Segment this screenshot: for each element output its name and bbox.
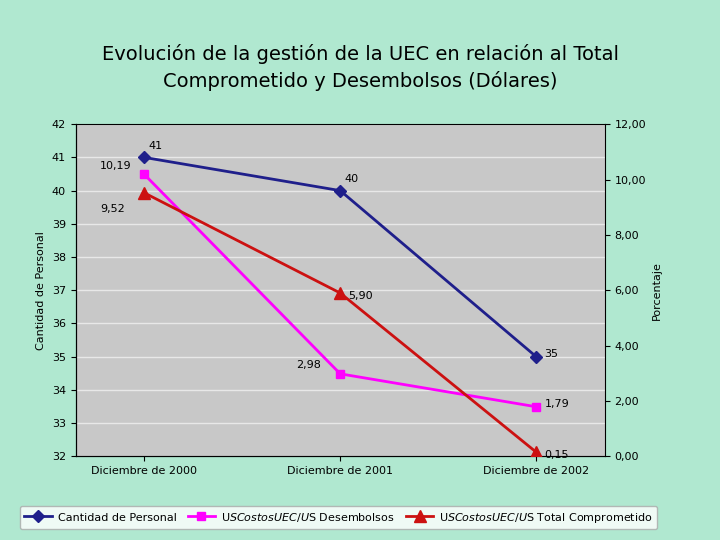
Text: 0,15: 0,15: [544, 450, 569, 460]
U$S Costos UEC / U$S Total Comprometido: [532, 449, 541, 455]
Cantidad de Personal: [336, 187, 344, 194]
Line: U$SCostos UEC / U$S Desembolsos: U$SCostos UEC / U$S Desembolsos: [140, 170, 541, 411]
Text: 5,90: 5,90: [348, 291, 373, 301]
Text: 1,79: 1,79: [544, 399, 570, 409]
U$SCostos UEC / U$S Desembolsos: [532, 403, 541, 410]
U$SCostos UEC / U$S Desembolsos: [336, 370, 344, 377]
Cantidad de Personal: [140, 154, 148, 160]
Text: 2,98: 2,98: [296, 360, 320, 370]
U$S Costos UEC / U$S Total Comprometido: [140, 190, 148, 196]
U$S Costos UEC / U$S Total Comprometido: [336, 290, 344, 296]
Y-axis label: Porcentaje: Porcentaje: [652, 261, 662, 320]
Text: 35: 35: [544, 349, 559, 359]
Legend: Cantidad de Personal, U$SCostos UEC / U$S Desembolsos, U$S Costos UEC / U$S Tota: Cantidad de Personal, U$SCostos UEC / U$…: [19, 506, 657, 529]
Cantidad de Personal: [532, 353, 541, 360]
Text: 40: 40: [344, 174, 359, 184]
Text: 9,52: 9,52: [100, 204, 125, 214]
Text: 41: 41: [148, 141, 163, 151]
Text: 10,19: 10,19: [100, 161, 131, 171]
Y-axis label: Cantidad de Personal: Cantidad de Personal: [36, 231, 46, 350]
Text: Evolución de la gestión de la UEC en relación al Total
Comprometido y Desembolso: Evolución de la gestión de la UEC en rel…: [102, 44, 618, 91]
Line: Cantidad de Personal: Cantidad de Personal: [140, 153, 541, 361]
Line: U$S Costos UEC / U$S Total Comprometido: U$S Costos UEC / U$S Total Comprometido: [139, 187, 541, 458]
U$SCostos UEC / U$S Desembolsos: [140, 171, 148, 178]
